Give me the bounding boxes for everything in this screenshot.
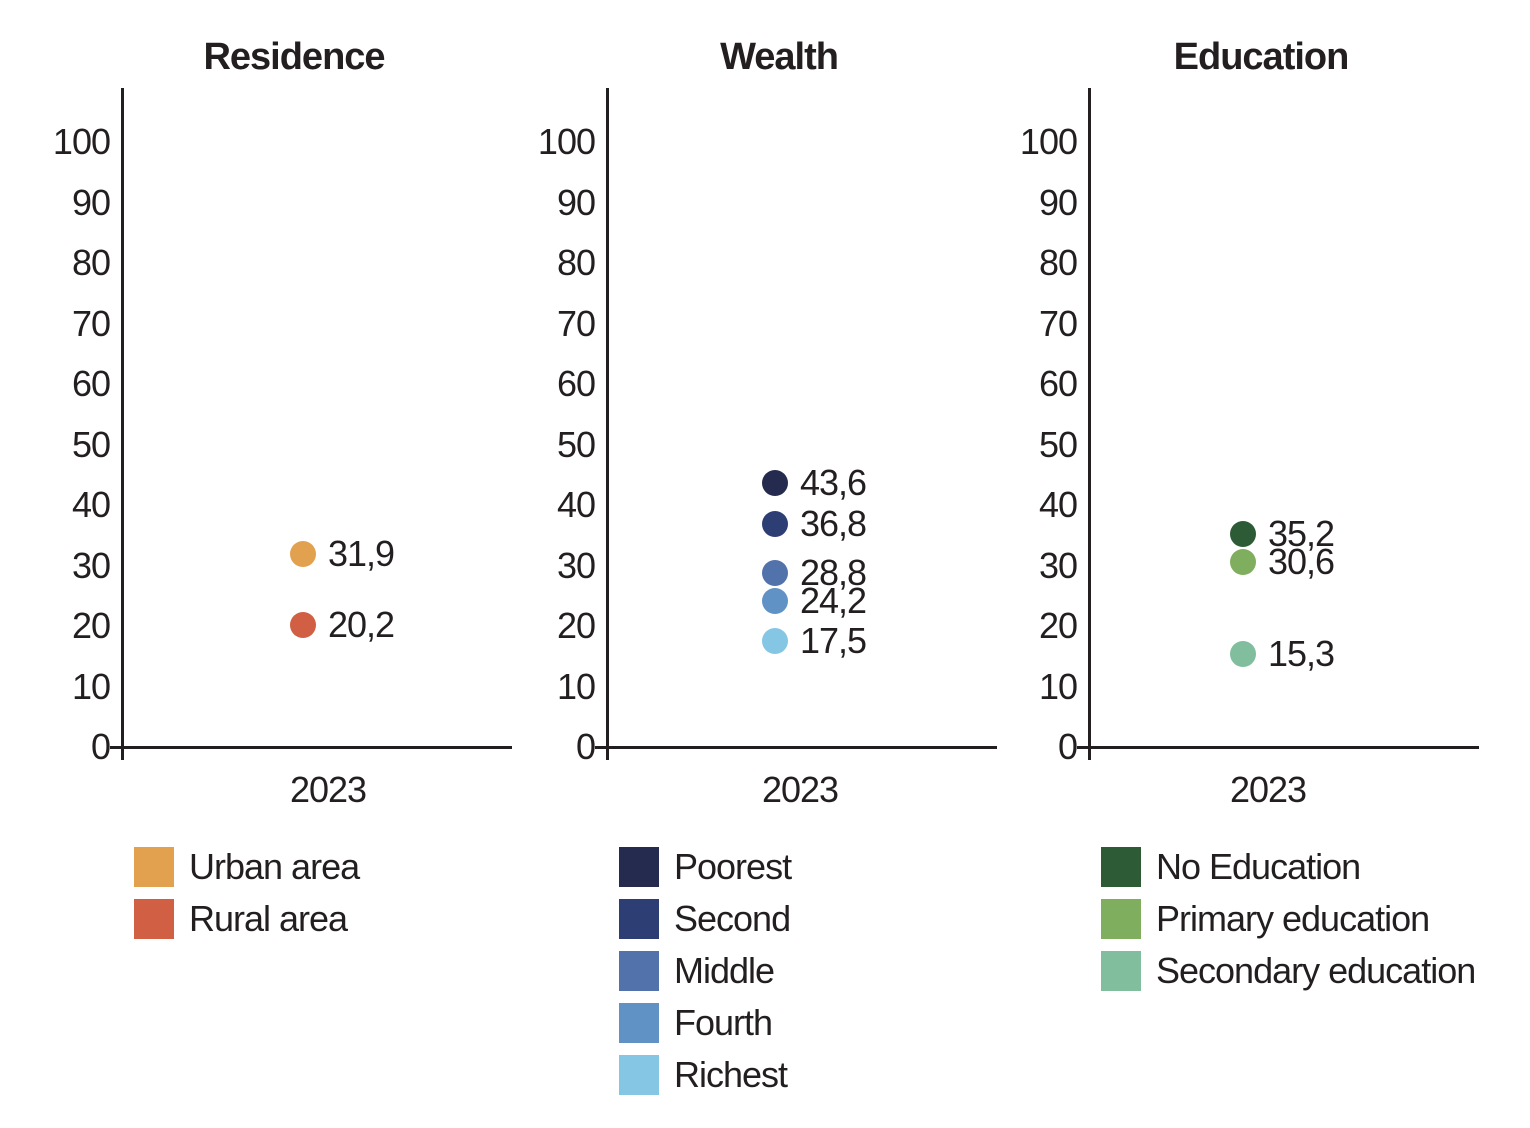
data-point-dot-secondary-education (1230, 641, 1256, 668)
legend-label-urban-area: Urban area (189, 846, 360, 887)
legend-label-middle: Middle (674, 950, 775, 991)
chart-title: Wealth (720, 36, 839, 78)
y-axis-tick-label: 60 (1038, 363, 1078, 404)
legend-swatch-fourth (619, 1003, 659, 1043)
x-axis-line (595, 745, 997, 749)
y-axis-tick-label: 10 (1038, 665, 1078, 707)
y-axis-tick-label: 70 (1038, 302, 1078, 344)
data-point-value-label: 24,2 (800, 579, 867, 621)
data-point-value-label: 31,9 (328, 533, 395, 574)
y-axis-tick-label: 0 (1057, 726, 1078, 767)
y-axis-tick-label: 20 (1038, 605, 1078, 646)
y-axis-tick-label: 100 (1019, 121, 1078, 162)
x-axis-category-label: 2023 (289, 769, 367, 810)
data-point-dot-middle (762, 559, 788, 586)
data-point-dot-rural-area (290, 611, 316, 638)
legend-swatch-secondary-education (1101, 951, 1141, 991)
legend-label-second: Second (674, 898, 791, 939)
legend-label-no-education: No Education (1156, 846, 1361, 887)
y-axis-tick-label: 100 (537, 121, 596, 162)
x-axis-category-label: 2023 (1229, 769, 1307, 810)
y-axis-tick-label: 80 (1038, 242, 1078, 283)
data-point-value-label: 28,8 (800, 551, 867, 593)
legend-swatch-poorest (619, 847, 659, 887)
legend-swatch-no-education (1101, 847, 1141, 887)
chart-wealth: Wealth 0 10 20 30 40 50 60 70 80 90 100 2023 43,6 36,8… (485, 0, 1000, 1128)
data-point-dot-urban-area (290, 541, 316, 567)
y-axis-tick-label: 90 (71, 181, 111, 223)
y-axis-tick-label: 30 (71, 544, 111, 586)
chart-residence: Residence 0 10 20 30 40 50 60 70 80 90 100 2023 31,9 2… (0, 0, 515, 1128)
data-point-dot-poorest (762, 470, 788, 497)
y-axis-line (1087, 88, 1091, 760)
data-point-value-label: 15,3 (1268, 633, 1335, 675)
legend-label-rural-area: Rural area (189, 898, 348, 939)
legend-label-poorest: Poorest (674, 846, 792, 887)
chart-title: Education (1173, 36, 1350, 78)
data-point-dot-richest (762, 628, 788, 655)
y-axis-tick-label: 30 (556, 544, 596, 586)
y-axis-tick-label: 100 (52, 121, 111, 162)
y-axis-tick-label: 50 (71, 423, 111, 465)
legend-swatch-middle (619, 951, 659, 991)
data-point-dot-second (762, 511, 788, 538)
legend-swatch-rural-area (134, 899, 174, 939)
data-point-value-label: 20,2 (328, 603, 395, 645)
y-axis-tick-label: 40 (556, 484, 596, 525)
data-point-value-label: 35,2 (1268, 513, 1335, 555)
y-axis-tick-label: 20 (556, 605, 596, 646)
data-point-dot-primary-education (1230, 548, 1256, 575)
y-axis-tick-label: 50 (556, 423, 596, 465)
legend-swatch-second (619, 899, 659, 939)
y-axis-tick-label: 90 (1038, 181, 1078, 223)
data-point-dot-fourth (762, 587, 788, 614)
y-axis-tick-label: 70 (71, 302, 111, 344)
chart-title: Residence (203, 36, 385, 78)
y-axis-tick-label: 20 (71, 605, 111, 646)
y-axis-tick-label: 40 (71, 484, 111, 525)
data-point-value-label: 17,5 (800, 620, 867, 662)
y-axis-tick-label: 10 (556, 665, 596, 707)
y-axis-tick-label: 10 (71, 665, 111, 707)
y-axis-line (605, 88, 609, 760)
data-point-value-label: 43,6 (800, 462, 867, 504)
x-axis-category-label: 2023 (761, 769, 839, 810)
y-axis-line (120, 88, 124, 760)
y-axis-tick-label: 90 (556, 181, 596, 223)
x-axis-line (1077, 745, 1479, 749)
y-axis-tick-label: 50 (1038, 423, 1078, 465)
legend-label-secondary-education: Secondary education (1156, 950, 1476, 991)
y-axis-tick-label: 0 (575, 726, 596, 767)
y-axis-tick-label: 60 (71, 363, 111, 404)
data-point-dot-no-education (1230, 521, 1256, 548)
legend-label-primary-education: Primary education (1156, 898, 1430, 939)
y-axis-tick-label: 30 (1038, 544, 1078, 586)
y-axis-tick-label: 70 (556, 302, 596, 344)
data-point-value-label: 36,8 (800, 503, 867, 545)
x-axis-line (110, 745, 512, 749)
legend-label-richest: Richest (674, 1054, 788, 1095)
y-axis-tick-label: 60 (556, 363, 596, 404)
legend-swatch-primary-education (1101, 899, 1141, 939)
legend-swatch-richest (619, 1055, 659, 1095)
y-axis-tick-label: 40 (1038, 484, 1078, 525)
legend-label-fourth: Fourth (674, 1002, 773, 1043)
chart-education: Education 0 10 20 30 40 50 60 70 80 90 100 2023 35,2 3… (967, 0, 1482, 1128)
legend-swatch-urban-area (134, 847, 174, 887)
data-point-value-label: 30,6 (1268, 540, 1335, 582)
y-axis-tick-label: 0 (90, 726, 111, 767)
y-axis-tick-label: 80 (556, 242, 596, 283)
y-axis-tick-label: 80 (71, 242, 111, 283)
